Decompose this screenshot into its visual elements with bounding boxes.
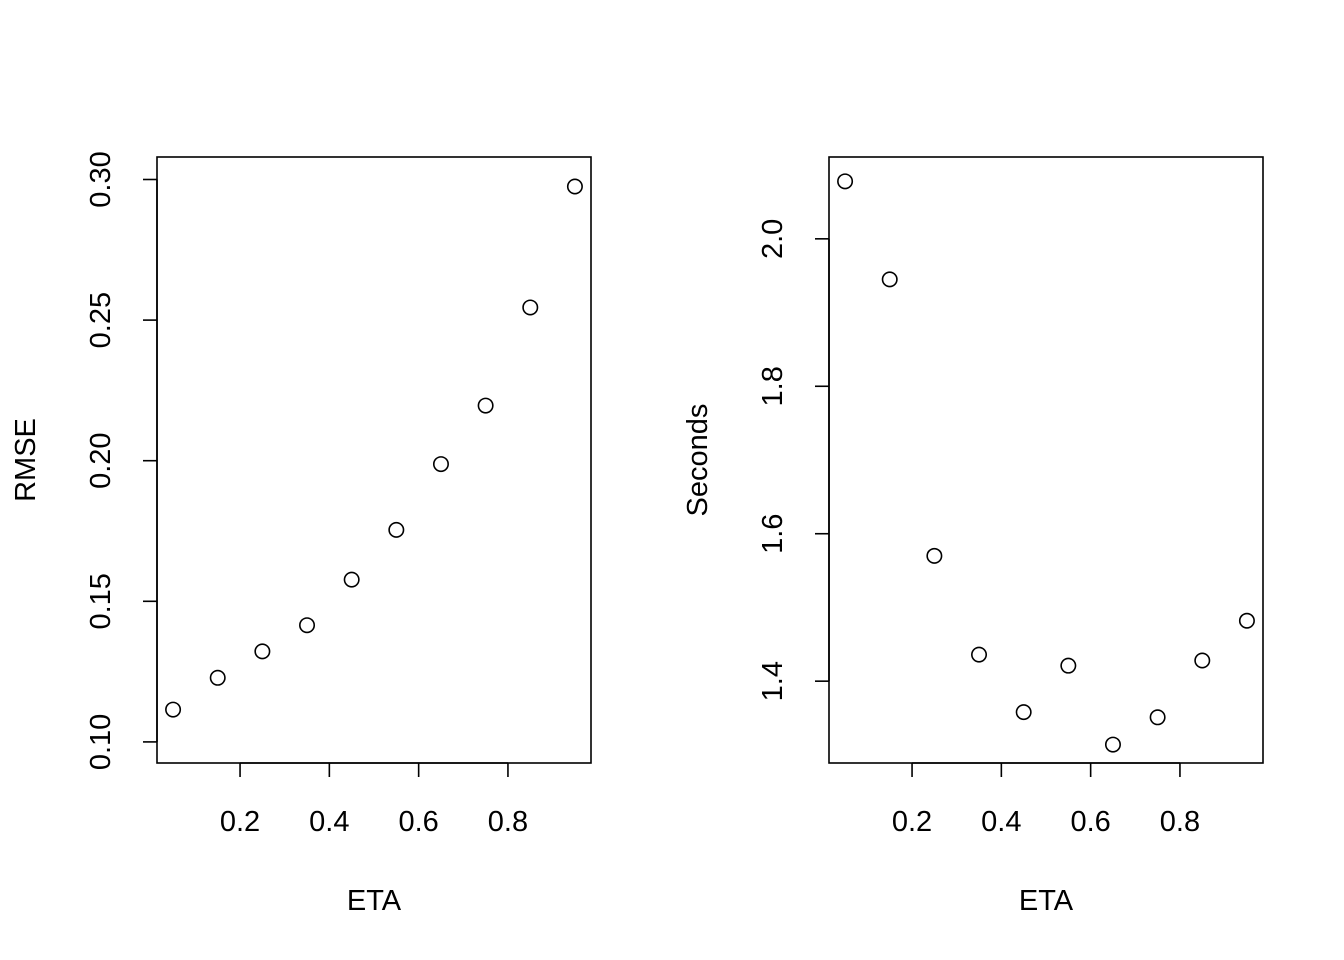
chart-2-plot-frame [828,156,1264,764]
chart-2-y-tick-label: 1.8 [757,366,789,406]
chart-1-data-point [388,521,405,538]
chart-1-data-point [477,397,494,414]
chart-1-data-point [343,571,360,588]
chart-1-x-axis-label: ETA [347,885,402,917]
chart-1-y-tick-label: 0.30 [85,151,117,207]
chart-2-y-axis-label: Seconds [682,404,714,517]
chart-1-data-point [165,701,182,718]
chart-1: 0.2 0.4 0.6 0.8 0.10 0.15 0.20 0.25 0.30 ETA RMSE [10,151,592,917]
chart-1-y-tick-label: 0.25 [85,292,117,348]
chart-2-data-point [1194,652,1211,669]
chart-2-data-point [1104,736,1121,753]
chart-1-data-point [566,178,583,195]
chart-2-x-tick-label: 0.4 [981,806,1021,838]
chart-2-data-point [926,547,943,564]
chart-2-x-tick-label: 0.2 [892,806,932,838]
chart-2-data-point [971,646,988,663]
chart-1-y-tick-label: 0.15 [85,573,117,629]
chart-1-x-tick-label: 0.8 [488,806,528,838]
chart-1-y-tick-label: 0.10 [85,714,117,770]
chart-2-y-tick-label: 1.6 [757,514,789,554]
chart-1-y-axis-label: RMSE [10,418,42,502]
chart-2-data-point [1238,612,1255,629]
chart-2-data-point [837,173,854,190]
chart-2-y-tick-label: 1.4 [757,661,789,701]
chart-1-x-tick-label: 0.6 [398,806,438,838]
chart-2-x-tick-label: 0.6 [1070,806,1110,838]
chart-1-x-tick-label: 0.2 [220,806,260,838]
chart-2: 0.2 0.4 0.6 0.8 1.4 1.6 1.8 2.0 ETA Seconds [682,156,1264,917]
chart-1-y-tick-label: 0.20 [85,432,117,488]
chart-2-x-axis-label: ETA [1019,885,1074,917]
chart-1-data-point [432,456,449,473]
chart-2-y-tick-label: 2.0 [757,219,789,259]
chart-2-data-point [1060,657,1077,674]
chart-2-x-tick-label: 0.8 [1160,806,1200,838]
chart-2-data-point [1015,704,1032,721]
chart-1-data-point [209,669,226,686]
chart-1-data-point [254,643,271,660]
chart-2-data-point [1149,709,1166,726]
chart-1-x-tick-label: 0.4 [309,806,349,838]
chart-1-data-point [299,617,316,634]
chart-2-data-point [881,271,898,288]
chart-1-data-point [522,299,539,316]
